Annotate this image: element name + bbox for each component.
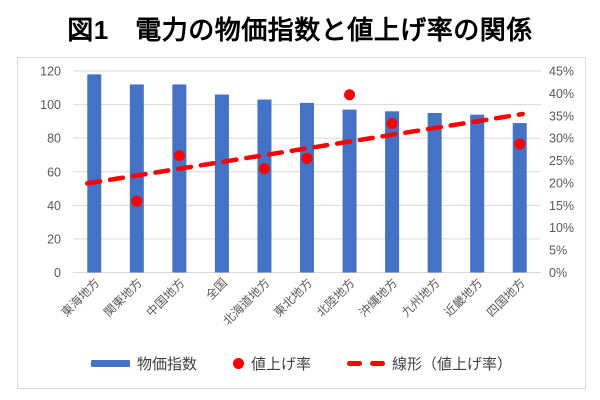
category-label: 沖縄地方 [356, 275, 401, 320]
bar-全国 [214, 94, 229, 273]
category-label: 東北地方 [271, 275, 316, 320]
right-axis-tick-label: 0% [549, 266, 567, 280]
bar-北海道地方 [257, 99, 272, 273]
category-label: 九州地方 [398, 275, 443, 320]
legend-label: 値上げ率 [250, 356, 311, 373]
category-label: 近畿地方 [441, 275, 486, 320]
marker-北陸地方 [344, 89, 356, 101]
right-axis-tick-label: 40% [549, 87, 574, 101]
dot-series-swatch-icon [232, 358, 244, 369]
marker-東北地方 [301, 152, 313, 164]
right-axis-tick-label: 5% [549, 244, 567, 258]
left-axis-tick-label: 100 [40, 98, 61, 112]
chart-area: 0 20 40 60 80 100 120 0% 5% 10% 15% 20% 25% 30% 35% 40%… [17, 57, 586, 389]
left-axis-tick-label: 0 [54, 266, 61, 280]
left-axis-tick-label: 80 [47, 132, 61, 146]
marker-四国地方 [514, 138, 526, 150]
legend-label: 線形（値上げ率） [392, 356, 513, 373]
right-axis-tick-label: 10% [549, 221, 574, 235]
left-axis-tick-label: 40 [47, 199, 61, 213]
legend-item-raise-rate: 値上げ率 [232, 353, 311, 374]
left-axis-tick-label: 120 [40, 65, 61, 79]
legend: 物価指数 値上げ率 線形（値上げ率） [18, 353, 585, 374]
right-axis-tick-label: 20% [549, 176, 574, 190]
plot-svg: 0 20 40 60 80 100 120 0% 5% 10% 15% 20% 25% 30% 35% 40%… [40, 65, 574, 329]
bar-東北地方 [300, 102, 314, 273]
bar-東海地方 [87, 74, 102, 273]
chart-title: 図1 電力の物価指数と値上げ率の関係 [67, 15, 533, 45]
bar-series-swatch-icon [90, 360, 130, 367]
marker-北海道地方 [258, 163, 270, 175]
bar-関東地方 [129, 84, 144, 273]
category-label: 北陸地方 [313, 275, 358, 320]
right-axis-tick-label: 15% [549, 199, 574, 213]
right-axis-tick-label: 30% [549, 132, 574, 146]
left-axis-tick-label: 20 [47, 232, 61, 246]
bar-九州地方 [427, 112, 442, 273]
category-label: 全国 [202, 275, 230, 303]
marker-中国地方 [173, 150, 185, 162]
bar-沖縄地方 [385, 111, 400, 273]
dash-series-swatch-icon [347, 361, 385, 366]
left-axis-tick-label: 60 [47, 165, 61, 179]
category-label: 中国地方 [143, 275, 188, 320]
category-label: 北海道地方 [220, 275, 273, 328]
marker-関東地方 [131, 195, 143, 207]
right-axis-tick-label: 25% [549, 154, 574, 168]
bar-四国地方 [512, 123, 527, 273]
right-axis-tick-label: 45% [549, 65, 574, 79]
legend-label: 物価指数 [136, 356, 197, 373]
category-label: 四国地方 [483, 275, 528, 320]
marker-沖縄地方 [386, 117, 398, 129]
legend-item-price-index: 物価指数 [90, 353, 197, 374]
legend-item-trendline: 線形（値上げ率） [347, 353, 512, 374]
category-label: 関東地方 [100, 275, 145, 320]
bar-北陸地方 [342, 109, 357, 273]
bar-中国地方 [172, 84, 187, 273]
category-label: 東海地方 [58, 275, 103, 320]
trendline [85, 111, 525, 186]
right-axis-tick-label: 35% [549, 109, 574, 123]
bar-近畿地方 [470, 114, 485, 273]
